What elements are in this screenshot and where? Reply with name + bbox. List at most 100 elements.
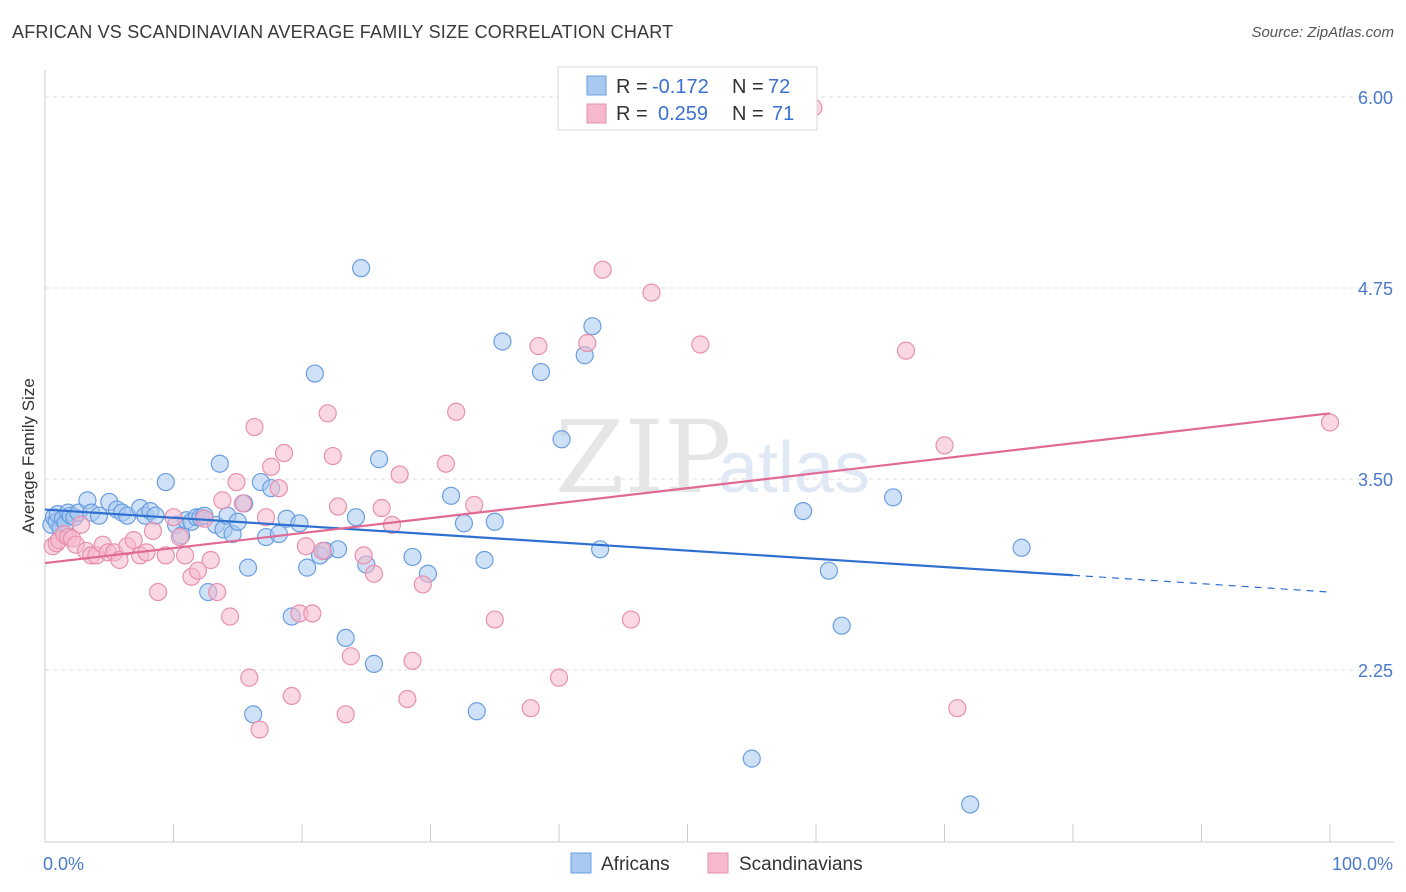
scandinavians-point-64 bbox=[529, 336, 548, 356]
scandinavians-point-59 bbox=[436, 454, 456, 473]
legend-r-value-scandinavians: 0.259 bbox=[658, 103, 708, 125]
scandinavians-point-73 bbox=[935, 436, 954, 455]
gridlines bbox=[45, 96, 1394, 671]
scandinavians-point-41 bbox=[282, 686, 301, 706]
africans-point-70 bbox=[591, 540, 610, 559]
scandinavians-point-30 bbox=[213, 491, 232, 510]
scandinavians-point-67 bbox=[593, 260, 612, 279]
africans-point-74 bbox=[832, 616, 851, 635]
y-tick-label-0: 2.25 bbox=[1358, 661, 1393, 681]
africans-trend-extension bbox=[1072, 574, 1331, 593]
scandinavians-point-66 bbox=[578, 333, 597, 353]
legend-n-value-africans: 72 bbox=[768, 76, 790, 98]
chart-title: AFRICAN VS SCANDINAVIAN AVERAGE FAMILY S… bbox=[12, 22, 674, 42]
scandinavians-point-24 bbox=[175, 546, 195, 565]
scandinavians-point-53 bbox=[372, 498, 391, 518]
x-tick-labels: 0.0% 100.0% bbox=[43, 854, 1393, 874]
scandinavians-point-20 bbox=[148, 582, 168, 602]
africans-point-54 bbox=[352, 259, 371, 278]
africans-point-66 bbox=[531, 362, 551, 382]
scandinavians-point-51 bbox=[354, 546, 373, 565]
africans-point-63 bbox=[475, 550, 494, 570]
scandinavians-point-69 bbox=[642, 283, 661, 302]
y-tick-label-2: 4.75 bbox=[1358, 279, 1393, 299]
scandinavians-point-68 bbox=[621, 610, 641, 629]
series-legend: Africans Scandinavians bbox=[570, 852, 863, 875]
scandinavians-point-46 bbox=[318, 404, 337, 423]
legend-n-label-africans: N = bbox=[732, 76, 764, 98]
africans-point-22 bbox=[156, 472, 175, 492]
africans-point-65 bbox=[493, 332, 512, 351]
bottom-legend-label-africans: Africans bbox=[601, 854, 670, 875]
scandinavians-point-37 bbox=[256, 508, 276, 527]
scandinavians-point-36 bbox=[250, 720, 269, 739]
africans-point-58 bbox=[403, 547, 422, 567]
scandinavians-point-58 bbox=[413, 575, 432, 594]
africans-point-77 bbox=[1012, 538, 1031, 557]
x-tick-label-0: 0.0% bbox=[43, 854, 84, 874]
watermark-atlas: atlas bbox=[718, 428, 870, 508]
scandinavians-point-60 bbox=[447, 402, 466, 421]
africans-point-47 bbox=[298, 558, 317, 577]
scandinavians-point-61 bbox=[465, 495, 484, 515]
africans-point-13 bbox=[89, 506, 109, 525]
legend-swatch-scandinavians bbox=[586, 103, 607, 124]
scandinavians-point-29 bbox=[208, 582, 227, 602]
legend-r-value-africans: -0.172 bbox=[652, 76, 709, 98]
africans-point-75 bbox=[883, 488, 903, 507]
africans-point-56 bbox=[364, 654, 384, 673]
africans-trend-line bbox=[44, 508, 1074, 577]
scandinavians-point-74 bbox=[948, 699, 967, 718]
legend-n-label-scandinavians: N = bbox=[732, 103, 764, 125]
y-tick-labels: 2.25 3.50 4.75 6.00 bbox=[1358, 88, 1393, 681]
x-tick-label-1: 100.0% bbox=[1332, 854, 1393, 874]
scandinavians-trend-line bbox=[44, 412, 1331, 565]
scandinavians-point-23 bbox=[170, 527, 190, 547]
scandinavians-point-50 bbox=[341, 647, 360, 666]
scandinavians-point-19 bbox=[143, 521, 163, 541]
scandinavians-point-47 bbox=[323, 446, 342, 466]
africans-point-57 bbox=[370, 450, 389, 469]
legend-r-label-africans: R = bbox=[616, 76, 648, 98]
scandinavians-point-35 bbox=[245, 417, 264, 437]
scandinavians-point-62 bbox=[485, 610, 504, 629]
scandinavians-point-44 bbox=[303, 604, 322, 623]
scandinavians-point-48 bbox=[328, 497, 348, 516]
correlation-legend: R = -0.172 N = 72 R = 0.259 N = 71 bbox=[557, 66, 818, 131]
africans-points bbox=[42, 259, 1031, 814]
scandinavians-point-70 bbox=[691, 335, 710, 354]
bottom-legend-label-scandinavians: Scandinavians bbox=[739, 854, 863, 875]
africans-point-67 bbox=[552, 430, 571, 449]
scandinavians-point-45 bbox=[313, 541, 332, 560]
bottom-legend-swatch-africans bbox=[570, 852, 592, 874]
legend-n-value-scandinavians: 71 bbox=[772, 103, 794, 125]
legend-swatch-africans bbox=[586, 75, 607, 96]
scandinavians-point-7 bbox=[71, 515, 91, 534]
africans-point-72 bbox=[794, 501, 813, 521]
africans-point-48 bbox=[305, 364, 324, 383]
legend-r-label-scandinavians: R = bbox=[616, 103, 648, 125]
scandinavians-point-54 bbox=[382, 515, 402, 534]
africans-point-71 bbox=[742, 749, 761, 768]
scandinavians-point-28 bbox=[201, 550, 220, 570]
scandinavians-point-52 bbox=[364, 564, 384, 583]
scandinavians-point-16 bbox=[124, 531, 143, 550]
y-axis-label: Average Family Size bbox=[19, 378, 38, 534]
scandinavians-point-32 bbox=[227, 472, 246, 492]
source-credit: Source: ZipAtlas.com bbox=[1251, 24, 1394, 41]
scandinavians-point-49 bbox=[336, 705, 355, 724]
africans-point-69 bbox=[583, 317, 602, 336]
scandinavians-point-43 bbox=[296, 537, 315, 556]
scandinavians-point-38 bbox=[262, 457, 281, 476]
y-tick-label-1: 3.50 bbox=[1358, 470, 1393, 490]
scandinavians-point-63 bbox=[521, 699, 540, 718]
africans-point-46 bbox=[290, 514, 309, 533]
africans-point-64 bbox=[485, 512, 504, 531]
trend-lines bbox=[44, 412, 1331, 593]
scandinavians-point-31 bbox=[220, 607, 240, 626]
africans-point-32 bbox=[210, 454, 229, 473]
africans-point-61 bbox=[454, 514, 474, 533]
africans-point-52 bbox=[336, 628, 355, 648]
scandinavians-point-72 bbox=[896, 341, 916, 360]
scandinavians-point-34 bbox=[240, 668, 259, 687]
